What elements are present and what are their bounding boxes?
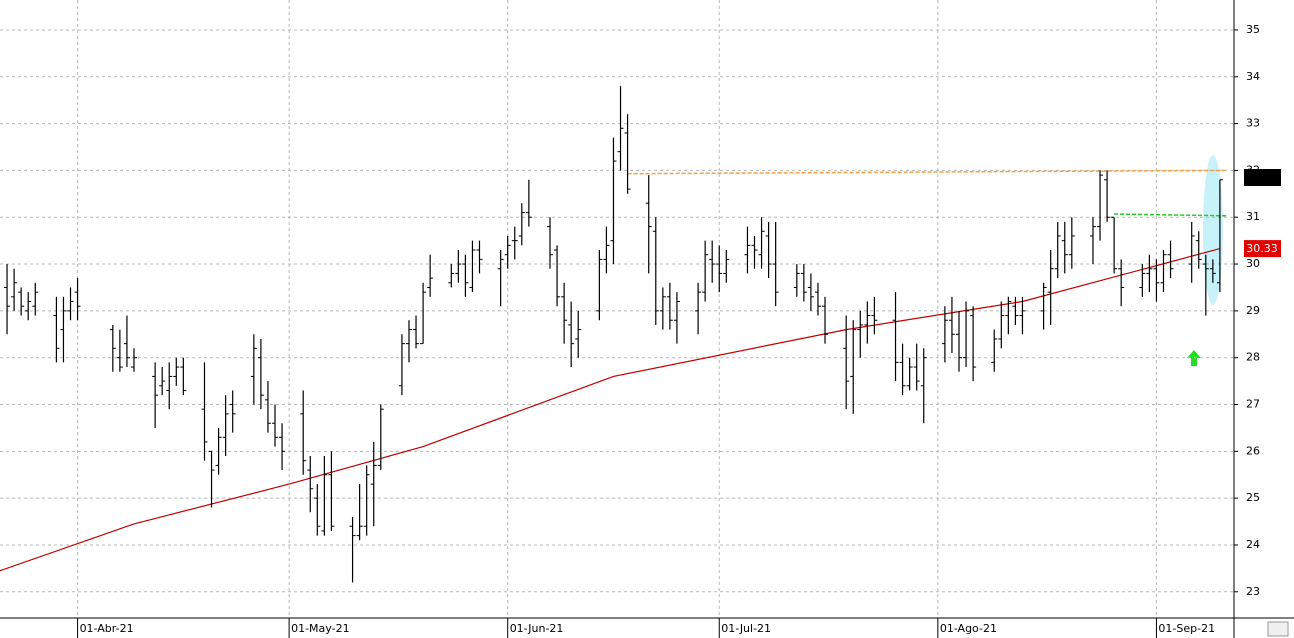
y-tick-label: 33 — [1246, 117, 1260, 130]
y-tick-label: 25 — [1246, 491, 1260, 504]
x-tick-label: 01-Sep-21 — [1158, 622, 1215, 635]
corner-icon — [1267, 621, 1289, 637]
level-box — [1244, 169, 1281, 186]
x-tick-label: 01-Jun-21 — [510, 622, 564, 635]
price-box — [1244, 240, 1281, 258]
y-tick-label: 28 — [1246, 351, 1260, 364]
y-tick-label: 35 — [1246, 23, 1260, 36]
x-tick-label: 01-Ago-21 — [940, 622, 997, 635]
overlay-line — [627, 169, 1227, 175]
highlight-ellipse — [1203, 155, 1223, 305]
y-tick-label: 23 — [1246, 585, 1260, 598]
y-tick-label: 31 — [1246, 210, 1260, 223]
y-tick-label: 26 — [1246, 444, 1260, 457]
overlay-line — [1114, 213, 1227, 217]
overlay-line — [0, 248, 1221, 572]
y-tick-label: 24 — [1246, 538, 1260, 551]
y-tick-label: 32 — [1246, 163, 1260, 176]
y-tick-label: 29 — [1246, 304, 1260, 317]
y-tick-label: 27 — [1246, 398, 1260, 411]
y-tick-label: 30 — [1246, 257, 1260, 270]
x-tick-label: 01-Abr-21 — [80, 622, 134, 635]
x-tick-label: 01-Jul-21 — [721, 622, 771, 635]
x-tick-label: 01-May-21 — [291, 622, 349, 635]
y-tick-label: 34 — [1246, 70, 1260, 83]
price-label: 30.33 — [1246, 242, 1278, 255]
